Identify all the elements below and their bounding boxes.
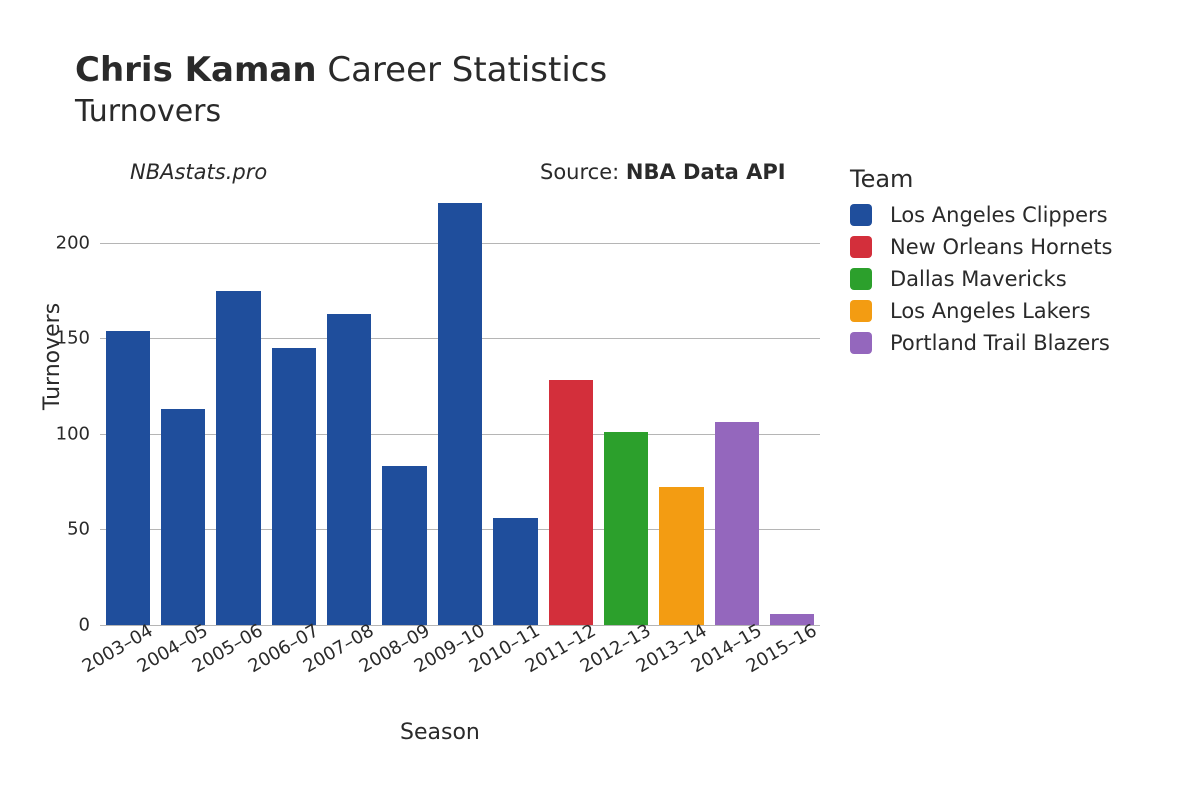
legend-item: Dallas Mavericks (850, 267, 1113, 291)
legend-item: Portland Trail Blazers (850, 331, 1113, 355)
bar (715, 422, 759, 625)
bar (106, 331, 150, 625)
page: Chris Kaman Career Statistics Turnovers … (0, 0, 1200, 800)
y-tick-label: 0 (79, 615, 90, 636)
legend-swatch (850, 300, 872, 322)
legend-title: Team (850, 165, 1113, 193)
title-player: Chris Kaman (75, 50, 317, 90)
legend-swatch (850, 204, 872, 226)
legend-label: Dallas Mavericks (890, 267, 1067, 291)
attribution-source: Source: NBA Data API (540, 160, 786, 184)
y-tick-label: 200 (56, 232, 90, 253)
y-tick-label: 50 (67, 519, 90, 540)
title-rest: Career Statistics (327, 50, 607, 90)
chart-plot-area: 0501001502002003–042004–052005–062006–07… (100, 195, 820, 625)
bar (604, 432, 648, 625)
bar (216, 291, 260, 625)
x-axis-label: Season (400, 720, 480, 745)
title-line-1: Chris Kaman Career Statistics (75, 50, 607, 90)
source-label: Source: (540, 160, 626, 184)
source-name: NBA Data API (626, 160, 786, 184)
bar (327, 314, 371, 626)
legend-swatch (850, 236, 872, 258)
bar (549, 380, 593, 625)
y-axis-label: Turnovers (40, 303, 65, 410)
y-tick-label: 150 (56, 328, 90, 349)
gridline (100, 625, 820, 626)
legend-label: Los Angeles Clippers (890, 203, 1108, 227)
title-metric: Turnovers (75, 94, 607, 129)
bar (438, 203, 482, 625)
bar (382, 466, 426, 625)
title-block: Chris Kaman Career Statistics Turnovers (75, 50, 607, 129)
legend-item: Los Angeles Clippers (850, 203, 1113, 227)
legend-label: Los Angeles Lakers (890, 299, 1091, 323)
bar (272, 348, 316, 625)
legend: Team Los Angeles Clippers New Orleans Hor… (850, 165, 1113, 363)
legend-label: New Orleans Hornets (890, 235, 1113, 259)
legend-item: Los Angeles Lakers (850, 299, 1113, 323)
legend-swatch (850, 268, 872, 290)
legend-item: New Orleans Hornets (850, 235, 1113, 259)
bar (659, 487, 703, 625)
y-tick-label: 100 (56, 423, 90, 444)
legend-swatch (850, 332, 872, 354)
legend-label: Portland Trail Blazers (890, 331, 1110, 355)
bar (161, 409, 205, 625)
attribution-site: NBAstats.pro (130, 160, 267, 184)
bar (493, 518, 537, 625)
